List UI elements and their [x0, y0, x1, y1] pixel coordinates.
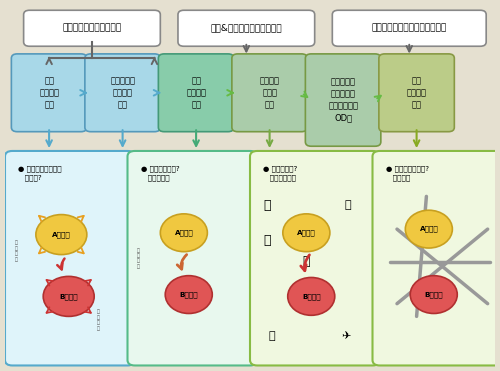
FancyBboxPatch shape [158, 54, 234, 132]
Text: 🚌: 🚌 [268, 331, 276, 341]
Text: 道路&公共交通ネットワーク: 道路&公共交通ネットワーク [210, 24, 282, 33]
FancyBboxPatch shape [12, 54, 87, 132]
Text: 生成
交通量の
予測: 生成 交通量の 予測 [39, 76, 59, 109]
Text: ● どこへいくか?
   （目的地）: ● どこへいくか? （目的地） [140, 165, 179, 181]
Text: ト
リ
ッ
プ: ト リ ッ プ [137, 247, 140, 269]
Text: 発生・集中
交通量の
予測: 発生・集中 交通量の 予測 [110, 76, 135, 109]
Text: Aゾーン: Aゾーン [297, 229, 316, 236]
Text: Aゾーン: Aゾーン [420, 226, 438, 233]
Ellipse shape [160, 214, 208, 252]
Text: 分布
交通量の
予測: 分布 交通量の 予測 [186, 76, 206, 109]
Text: Aゾーン: Aゾーン [52, 231, 70, 238]
Text: 配分
交通量の
予測: 配分 交通量の 予測 [406, 76, 426, 109]
FancyBboxPatch shape [379, 54, 454, 132]
Text: Bゾーン: Bゾーン [424, 291, 443, 298]
Ellipse shape [410, 276, 458, 313]
Text: 交通機関
分担の
予測: 交通機関 分担の 予測 [260, 76, 280, 109]
Text: ● どこで発生・集中
   するか?: ● どこで発生・集中 するか? [18, 165, 62, 181]
Text: ● どこをつかうか?
   （経路）: ● どこをつかうか? （経路） [386, 165, 429, 181]
Text: 道路（公共交通）ネットワーク: 道路（公共交通）ネットワーク [372, 24, 447, 33]
FancyBboxPatch shape [332, 10, 486, 46]
Text: 🚲: 🚲 [302, 255, 310, 268]
Text: ✈: ✈ [341, 331, 350, 341]
Text: 配分対象と
なる自動車
（公共交通）
OD表: 配分対象と なる自動車 （公共交通） OD表 [328, 78, 358, 122]
Text: 🚌: 🚌 [264, 199, 271, 212]
Text: ト
リ
ッ
プ: ト リ ッ プ [14, 240, 17, 262]
Text: 人口、土地利用等の想定: 人口、土地利用等の想定 [62, 24, 122, 33]
FancyBboxPatch shape [232, 54, 308, 132]
FancyBboxPatch shape [128, 151, 258, 365]
Text: Bゾーン: Bゾーン [180, 291, 198, 298]
Text: Aゾーン: Aゾーン [174, 229, 193, 236]
Text: Bゾーン: Bゾーン [60, 293, 78, 300]
Ellipse shape [288, 278, 335, 315]
FancyBboxPatch shape [372, 151, 500, 365]
Ellipse shape [406, 210, 452, 248]
Ellipse shape [165, 276, 212, 313]
Ellipse shape [283, 214, 330, 252]
Text: ト
リ
ッ
プ: ト リ ッ プ [96, 309, 100, 331]
FancyBboxPatch shape [250, 151, 380, 365]
FancyBboxPatch shape [178, 10, 314, 46]
Text: Bゾーン: Bゾーン [302, 293, 320, 300]
Ellipse shape [43, 276, 94, 316]
Text: 🚗: 🚗 [344, 200, 352, 210]
FancyBboxPatch shape [5, 151, 135, 365]
FancyBboxPatch shape [306, 54, 381, 146]
Text: ● 何を使うか?
   （交通機関）: ● 何を使うか? （交通機関） [263, 165, 298, 181]
Text: 🚃: 🚃 [264, 233, 271, 247]
FancyBboxPatch shape [24, 10, 160, 46]
FancyBboxPatch shape [85, 54, 160, 132]
Ellipse shape [36, 214, 87, 255]
